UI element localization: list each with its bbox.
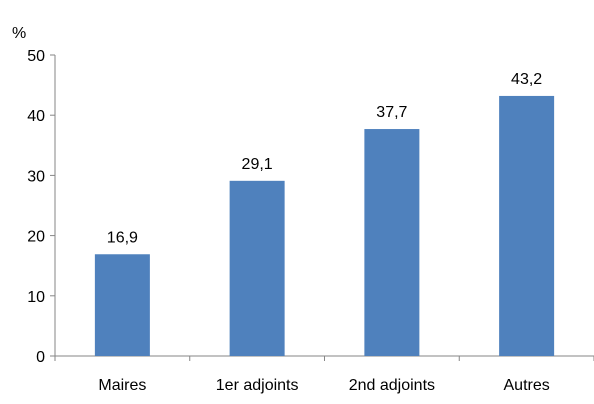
bars [94,95,555,356]
data-label: 37,7 [376,104,407,121]
y-tick-label: 0 [36,349,45,366]
y-tick-label: 50 [27,48,45,65]
data-label: 16,9 [107,229,138,246]
y-tick-label: 30 [27,168,45,185]
y-unit-label: % [12,25,26,42]
y-tick-label: 40 [27,108,45,125]
y-tick-label: 20 [27,229,45,246]
x-category-label: 2nd adjoints [349,377,435,394]
bar-1er-adjoints [229,180,285,356]
x-category-label: Autres [504,377,550,394]
data-label: 29,1 [242,156,273,173]
bar-autres [499,95,555,356]
x-category-label: 1er adjoints [216,377,299,394]
x-category-label: Maires [98,377,146,394]
y-tick-label: 10 [27,289,45,306]
bar-maires [94,254,150,356]
labels: 0 10 20 30 40 50 16,9 Maires 29,1 1er adjoints 37,… [27,48,550,394]
bar-2nd-adjoints [364,129,420,356]
data-label: 43,2 [511,71,542,88]
